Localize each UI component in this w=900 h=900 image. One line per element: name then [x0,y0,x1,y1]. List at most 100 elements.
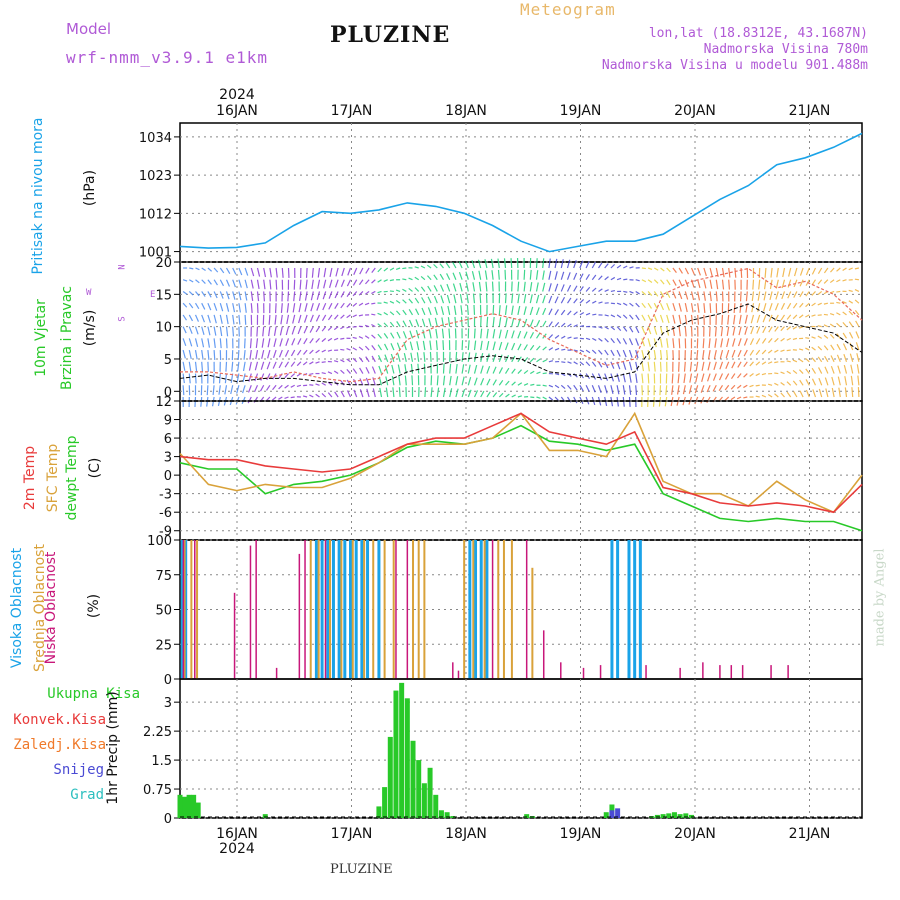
wind-arrow [554,283,559,292]
wind-arrow [548,360,554,363]
wind-arrow [849,353,854,362]
wind-arrow [473,364,478,374]
cloud-bar [741,665,744,679]
wind-arrow [452,283,457,292]
wind-arrow [851,387,854,398]
wind-arrow [560,271,565,280]
wind-arrow [398,387,401,398]
wind-arrow [560,259,564,269]
wind-arrow [610,314,616,318]
wind-arrow [523,306,527,316]
wind-arrow [517,281,520,292]
bottom-day-label: 16JAN [216,826,258,842]
wind-arrow [458,271,463,280]
wind-arrow [231,361,234,372]
wind-arrow [629,290,634,294]
y-tick-label: 6 [164,432,172,447]
wind-arrow [745,291,748,302]
wind-arrow [732,326,736,336]
wind-arrow [273,326,277,336]
wind-arrow [358,336,364,339]
wind-arrow [641,302,646,309]
wind-arrow [485,281,488,292]
top-day-label: 21JAN [789,103,831,119]
wind-arrow [315,326,321,333]
wind-arrow [188,314,194,322]
wind-arrow [395,310,401,316]
wind-arrow [219,314,223,324]
wind-arrow [377,323,382,328]
wind-arrow [666,338,669,348]
wind-arrow [427,285,432,292]
wind-arrow [573,272,578,280]
wind-arrow [561,335,566,339]
wind-arrow [201,279,206,285]
precip-bar [421,783,427,818]
wind-arrow [719,361,724,370]
wind-arrow [629,302,634,307]
wind-arrow [304,291,308,301]
wind-arrow [371,279,376,284]
wind-arrow [604,314,609,317]
wind-arrow [554,372,560,376]
wind-arrow [377,354,383,363]
wind-arrow [585,361,591,367]
precip-bar [444,812,450,818]
wind-arrow [297,338,302,345]
wind-arrow [743,338,748,346]
cloud-bar [183,540,186,679]
wind-arrow [260,373,265,381]
wind-arrow [560,309,566,316]
cloud-bar [275,667,278,679]
precip-bar [416,760,422,818]
wind-arrow [315,383,320,386]
wind-arrow [770,267,773,278]
wind-arrow [672,314,676,324]
wind-arrow [305,279,308,290]
wind-arrow [315,361,320,364]
cloud-bar [377,540,381,679]
wind-arrow [464,260,469,269]
wind-arrow [391,364,395,374]
wind-arrow [232,314,235,325]
wind-arrow [213,302,218,311]
wind-arrow [560,322,566,328]
wind-arrow [830,344,835,351]
wind-arrow [752,279,755,290]
wind-arrow [237,350,240,360]
wind-arrow [213,326,217,336]
wind-arrow [358,279,364,286]
wind-arrow [856,364,860,374]
wind-arrow [433,274,438,281]
wind-arrow [207,279,212,285]
wind-arrow [622,385,626,395]
wind-arrow [194,349,198,360]
wind-arrow [415,308,420,316]
wind-arrow [585,286,591,292]
wind-arrow [461,352,464,362]
wind-arrow [560,384,566,390]
wind-arrow [247,385,252,393]
wind-arrow [384,343,389,351]
wind-arrow [498,329,502,339]
wind-arrow [823,324,829,328]
wind-arrow [232,326,235,337]
wind-arrow [402,320,407,327]
wind-arrow [371,323,376,328]
wind-arrow [465,271,469,280]
wind-arrow [585,349,591,354]
wind-arrow [517,382,523,386]
cloud-bar [770,665,772,679]
cloud-bar [542,630,545,679]
wind-arrow [622,314,628,319]
wind-arrow [408,287,413,292]
wind-arrow [697,267,701,276]
wind-arrow [763,291,767,301]
wind-arrow [365,267,370,274]
wind-arrow [290,384,295,388]
wind-arrow [446,273,451,280]
wind-arrow [224,385,228,395]
wind-arrow [440,295,445,304]
wind-arrow [721,267,725,278]
wind-arrow [244,267,249,276]
